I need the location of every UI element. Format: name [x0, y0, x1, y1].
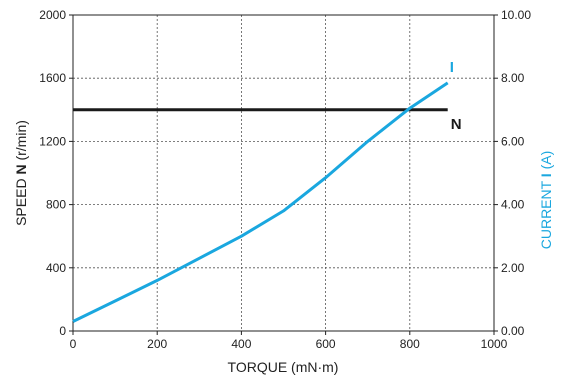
x-axis-title: TORQUE (mN·m): [228, 359, 339, 375]
x-tick-label: 1000: [481, 337, 508, 351]
series-label-n: N: [451, 116, 462, 133]
y-right-tick-label: 0.00: [501, 324, 525, 338]
y-left-tick-label: 1200: [39, 134, 66, 148]
y-right-tick-label: 8.00: [501, 71, 525, 85]
series-labels: NI: [450, 59, 462, 133]
x-tick-label: 200: [147, 337, 167, 351]
right-axis-title-prefix: CURRENT: [538, 177, 554, 249]
tick-labels: 0 200 400 600 800 1000 0 0.00 400 2.00 800 4.00 1200…: [39, 8, 531, 351]
x-tick-label: 400: [231, 337, 251, 351]
left-axis-title-symbol: N: [13, 164, 29, 174]
tick-marks: [69, 14, 498, 335]
x-tick-label: 600: [316, 337, 336, 351]
series-line-i: [72, 81, 449, 323]
plot-frame: [72, 14, 495, 332]
y-left-tick-label: 800: [46, 198, 66, 212]
left-axis-title-unit: (r/min): [13, 120, 29, 164]
y-left-tick-label: 400: [46, 261, 66, 275]
y-right-tick-label: 2.00: [501, 261, 525, 275]
y-right-tick-label: 4.00: [501, 198, 525, 212]
grid-lines: [73, 15, 494, 331]
y-left-tick-label: 2000: [39, 8, 66, 22]
left-axis-title: SPEED N (r/min): [13, 120, 29, 226]
right-axis-title-unit: (A): [538, 151, 554, 174]
y-right-tick-label: 10.00: [501, 8, 531, 22]
y-left-tick-label: 1600: [39, 71, 66, 85]
left-axis-title-prefix: SPEED: [13, 175, 29, 226]
series-label-i: I: [450, 59, 454, 76]
x-tick-label: 800: [400, 337, 420, 351]
x-tick-label: 0: [70, 337, 77, 351]
right-axis-title-symbol: I: [538, 173, 554, 177]
y-right-tick-label: 6.00: [501, 134, 525, 148]
right-axis-title: CURRENT I (A): [538, 151, 554, 250]
y-left-tick-label: 0: [59, 324, 66, 338]
data-series: [72, 81, 449, 323]
